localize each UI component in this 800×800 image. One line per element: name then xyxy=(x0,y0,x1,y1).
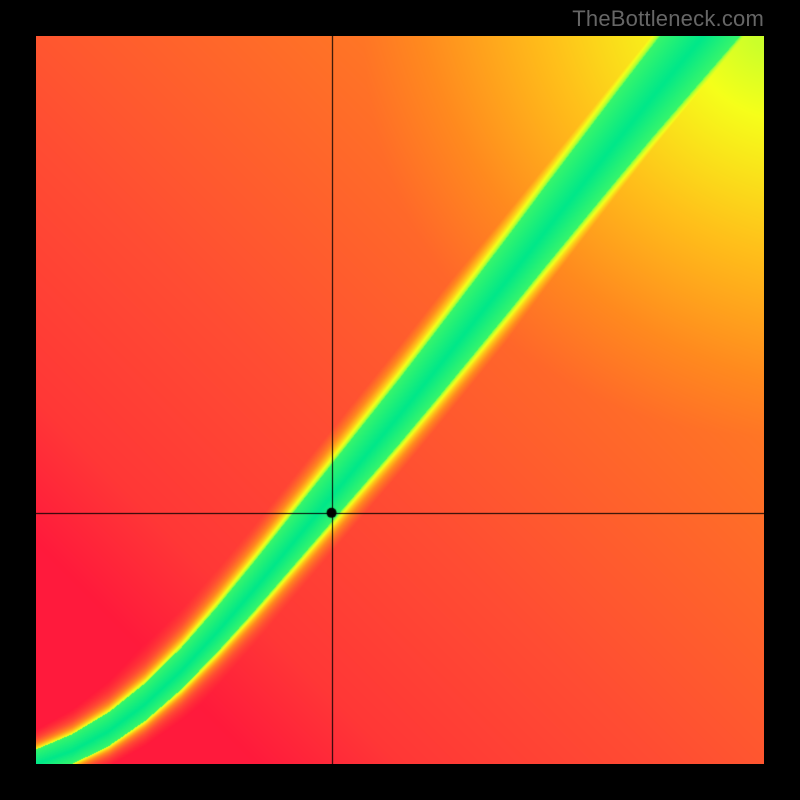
heatmap-plot xyxy=(36,36,764,764)
watermark-text: TheBottleneck.com xyxy=(572,6,764,32)
heatmap-canvas xyxy=(36,36,764,764)
chart-container: TheBottleneck.com xyxy=(0,0,800,800)
